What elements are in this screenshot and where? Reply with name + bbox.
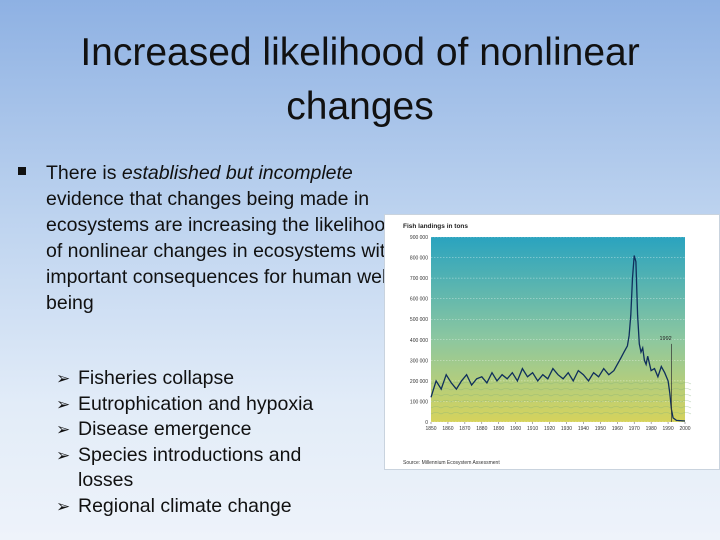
annotation-label-1992: 1992 [659, 336, 671, 342]
slide-title: Increased likelihood of nonlinear change… [80, 31, 640, 128]
arrow-bullet-icon: ➢ [56, 394, 71, 414]
y-tick-label: 200 000 [410, 379, 428, 385]
y-tick-label: 600 000 [410, 297, 428, 303]
y-tick-label: 0 [425, 420, 428, 426]
x-tick-label: 1900 [510, 426, 521, 432]
decorative-wave [430, 394, 692, 397]
sub-bullet-item: ➢ Eutrophication and hypoxia [56, 392, 356, 418]
x-tick-label: 1980 [646, 426, 657, 432]
main-bullet-text: There is established but incomplete evid… [46, 160, 398, 316]
chart-svg: Fish landings in tons 0 100 000 200 000 300… [403, 223, 692, 466]
arrow-bullet-icon: ➢ [56, 445, 71, 465]
sub-bullet-item: ➢ Species introductions and losses [56, 443, 356, 494]
x-tick-label: 1850 [425, 426, 436, 432]
x-tick-label: 1870 [459, 426, 470, 432]
y-tick-label: 100 000 [410, 399, 428, 405]
x-tick-label: 1940 [578, 426, 589, 432]
x-tick-label: 1970 [629, 426, 640, 432]
arrow-bullet-icon: ➢ [56, 420, 71, 440]
decorative-wave [430, 412, 692, 415]
decorative-wave [430, 406, 692, 409]
bullet-text-start: There is [46, 162, 122, 184]
x-tick-label: 1890 [493, 426, 504, 432]
sub-bullet-item: ➢ Regional climate change [56, 494, 356, 520]
sub-bullet-text: Disease emergence [78, 418, 252, 441]
decorative-wave [430, 400, 692, 403]
bullet-text-end: evidence that changes being made in ecos… [46, 188, 398, 314]
y-tick-label: 300 000 [410, 358, 428, 364]
x-tick-label: 2000 [679, 426, 690, 432]
x-tick-label: 1920 [544, 426, 555, 432]
x-tick-label: 1860 [442, 426, 453, 432]
plot-area [431, 237, 685, 422]
x-tick-label: 1910 [527, 426, 538, 432]
y-tick-label: 800 000 [410, 256, 428, 262]
sub-bullet-item: ➢ Fisheries collapse [56, 366, 356, 392]
fish-landings-chart: Fish landings in tons 0 100 000 200 000 300… [384, 214, 720, 470]
main-bullet: There is established but incomplete evid… [18, 160, 398, 316]
sub-bullet-item: ➢ Disease emergence [56, 417, 356, 443]
square-bullet-icon [18, 167, 26, 175]
y-tick-label: 700 000 [410, 276, 428, 282]
x-tick-label: 1950 [595, 426, 606, 432]
bullet-text-emphasis: established but incomplete [121, 162, 353, 184]
arrow-bullet-icon: ➢ [56, 496, 71, 516]
chart-source: Source: Millennium Ecosystem Assessment [403, 460, 500, 466]
x-tick-label: 1880 [476, 426, 487, 432]
x-tick-label: 1960 [612, 426, 623, 432]
x-tick-label: 1990 [663, 426, 674, 432]
sub-bullet-list: ➢ Fisheries collapse ➢ Eutrophication and … [56, 366, 356, 520]
sub-bullet-text: Regional climate change [78, 494, 292, 517]
y-tick-label: 400 000 [410, 338, 428, 344]
decorative-wave [430, 388, 692, 391]
sub-bullet-text: Fisheries collapse [78, 367, 235, 389]
chart-title: Fish landings in tons [403, 223, 468, 230]
fish-landings-line [430, 255, 686, 422]
y-tick-label: 500 000 [410, 317, 428, 323]
sub-bullet-text: Eutrophication and hypoxia [78, 392, 314, 415]
arrow-bullet-icon: ➢ [56, 369, 71, 388]
x-tick-label: 1930 [561, 426, 572, 432]
y-tick-label: 900 000 [410, 235, 428, 241]
sub-bullet-text: Species introductions and losses [78, 443, 302, 492]
